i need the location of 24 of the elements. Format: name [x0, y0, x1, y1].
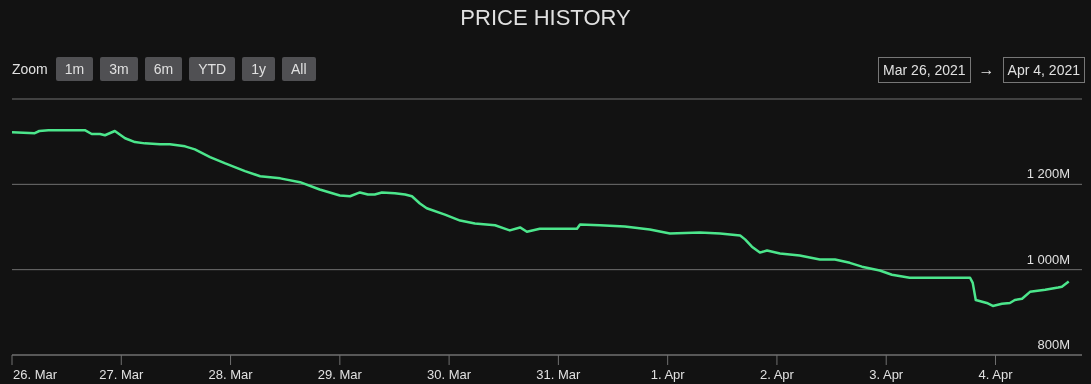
text: 3m — [100, 57, 138, 81]
y-tick-label: 1 200M — [1026, 166, 1070, 182]
x-tick-label: 4. Apr — [978, 367, 1014, 382]
text: Mar 26, 2021 — [878, 57, 971, 83]
text: Apr 4, 2021 — [1002, 57, 1085, 83]
x-tick-label: 28. Mar — [208, 367, 254, 382]
text: 6m — [144, 57, 183, 81]
text: → — [978, 61, 995, 79]
y-tick-label: 800M — [1037, 337, 1070, 352]
text: Zoom — [12, 61, 48, 77]
x-tick-label: 27. Mar — [99, 367, 144, 382]
x-tick-label: 29. Mar — [317, 367, 363, 382]
x-tick-label: 2. Apr — [759, 367, 795, 382]
y-tick-label: 1 000M — [1026, 251, 1070, 267]
x-tick-label: 26. Mar — [13, 367, 58, 382]
x-tick-label: 3. Apr — [869, 367, 904, 382]
text: YTD — [189, 57, 236, 81]
text: 1y — [242, 57, 275, 81]
text: All — [281, 57, 316, 81]
x-tick-label: 1. Apr — [650, 367, 686, 382]
text: 1m — [55, 57, 94, 81]
chart-title: PRICE HISTORY — [459, 5, 632, 31]
x-tick-label: 31. Mar — [536, 367, 582, 382]
x-tick-label: 30. Mar — [427, 367, 472, 382]
